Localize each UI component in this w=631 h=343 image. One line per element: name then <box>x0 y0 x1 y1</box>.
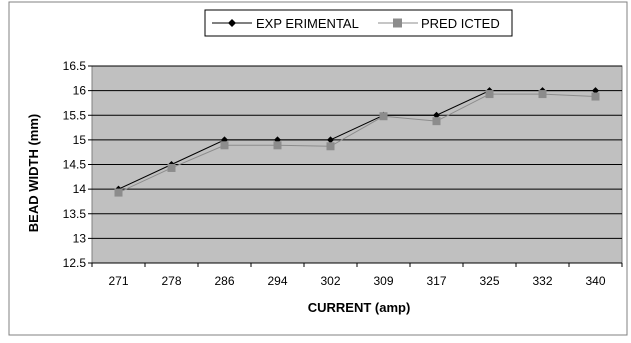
y-tick-labels: 12.5 13 13.5 14 14.5 15 15.5 16 16.5 <box>63 59 92 270</box>
legend-box <box>204 9 513 37</box>
x-tick-label: 294 <box>267 274 287 288</box>
x-tick-label: 340 <box>585 274 605 288</box>
legend-marker-experimental <box>228 19 236 27</box>
y-tick-label: 12.5 <box>63 256 87 270</box>
y-tick-label: 14 <box>73 182 87 196</box>
x-tick-label: 286 <box>214 274 234 288</box>
y-axis-title: BEAD WIDTH (mm) <box>26 114 41 232</box>
data-point-experimental <box>327 136 334 144</box>
data-point-predicted <box>114 188 123 197</box>
x-tick-label: 309 <box>373 274 393 288</box>
x-tick-label: 332 <box>532 274 552 288</box>
series-line-predicted <box>118 93 596 194</box>
legend-marker-predicted <box>393 18 402 28</box>
y-tick-label: 13.5 <box>63 207 87 221</box>
legend: EXP ERIMENTAL PRED ICTED <box>204 9 513 37</box>
x-tick-label: 317 <box>426 274 446 288</box>
x-tick-labels: 271 278 286 294 302 309 317 325 332 340 <box>91 263 623 288</box>
y-tick-label: 15.5 <box>63 108 87 122</box>
series-line-experimental <box>118 90 596 190</box>
y-tick-label: 15 <box>73 133 87 147</box>
data-point-predicted <box>273 141 282 150</box>
y-tick-label: 13 <box>73 231 87 245</box>
y-tick-label: 16.5 <box>63 59 87 73</box>
data-point-experimental <box>433 111 440 119</box>
data-series <box>114 87 600 197</box>
x-axis-title: CURRENT (amp) <box>308 300 411 315</box>
data-point-predicted <box>432 117 441 126</box>
legend-label-experimental: EXP ERIMENTAL <box>256 16 359 31</box>
y-tick-label: 16 <box>73 84 87 98</box>
data-point-predicted <box>591 92 600 101</box>
legend-label-predicted: PRED ICTED <box>421 16 500 31</box>
x-tick-label: 302 <box>320 274 340 288</box>
y-tick-label: 14.5 <box>63 158 87 172</box>
data-point-predicted <box>485 90 494 99</box>
data-point-predicted <box>379 112 388 121</box>
data-point-experimental <box>592 87 599 95</box>
x-tick-label: 325 <box>479 274 499 288</box>
x-tick-label: 271 <box>108 274 128 288</box>
x-tick-label: 278 <box>161 274 181 288</box>
data-point-predicted <box>326 142 335 151</box>
data-point-predicted <box>538 90 547 99</box>
data-point-predicted <box>220 141 229 150</box>
data-point-predicted <box>167 163 176 172</box>
